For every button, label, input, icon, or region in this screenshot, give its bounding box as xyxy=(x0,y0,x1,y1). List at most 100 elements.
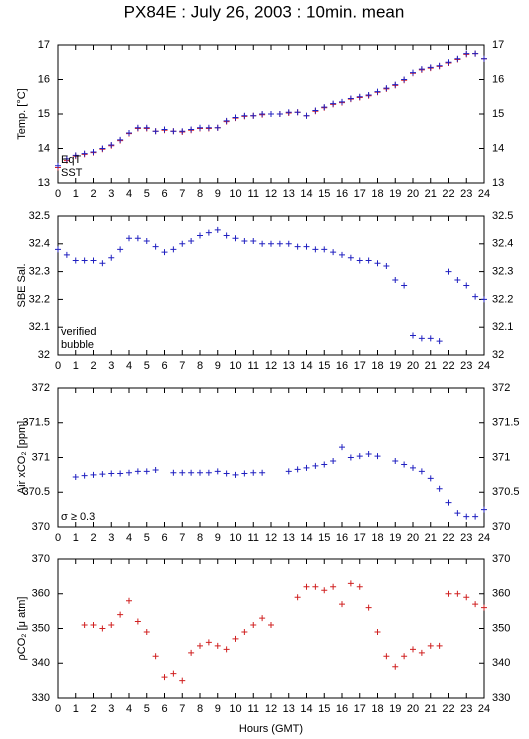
data-point xyxy=(90,471,97,478)
y-tick-label: 360 xyxy=(492,588,510,600)
data-point xyxy=(445,499,452,506)
data-point xyxy=(126,235,132,242)
data-point xyxy=(383,263,390,270)
y-tick-label: 32 xyxy=(492,349,504,361)
data-point xyxy=(161,249,168,256)
data-point xyxy=(179,128,186,135)
x-tick-label: 2 xyxy=(90,188,96,200)
x-tick-label: 0 xyxy=(55,360,61,372)
data-point xyxy=(152,467,159,474)
x-tick-label: 18 xyxy=(371,703,383,715)
x-tick-label: 24 xyxy=(478,188,490,200)
data-point xyxy=(108,254,115,261)
x-tick-label: 24 xyxy=(478,360,490,372)
y-tick-label: 370 xyxy=(32,521,50,533)
data-point xyxy=(63,251,70,258)
data-point xyxy=(188,238,195,245)
x-tick-label: 14 xyxy=(300,360,312,372)
x-tick-label: 10 xyxy=(229,188,241,200)
x-tick-label: 21 xyxy=(425,703,437,715)
y-tick-label: 32.2 xyxy=(492,293,513,305)
data-point xyxy=(303,464,310,471)
data-point xyxy=(365,451,372,458)
x-tick-label: 23 xyxy=(460,360,472,372)
x-tick-label: 15 xyxy=(318,188,330,200)
data-point xyxy=(339,601,345,608)
data-point xyxy=(347,95,354,102)
data-point xyxy=(418,66,425,73)
data-point xyxy=(72,152,79,159)
x-tick-label: 9 xyxy=(215,703,221,715)
x-tick-label: 17 xyxy=(354,532,366,544)
x-tick-label: 5 xyxy=(144,703,150,715)
data-point xyxy=(472,50,479,57)
data-point xyxy=(330,100,337,107)
data-point xyxy=(55,162,61,169)
y-tick-label: 372 xyxy=(492,382,510,394)
x-tick-label: 12 xyxy=(265,703,277,715)
data-point xyxy=(410,464,416,471)
data-point xyxy=(197,232,203,239)
data-point xyxy=(321,587,328,594)
data-point xyxy=(312,462,319,469)
y-tick-label: 371.5 xyxy=(492,417,520,429)
x-tick-label: 22 xyxy=(442,532,454,544)
data-point xyxy=(436,338,443,345)
x-tick-label: 23 xyxy=(460,532,472,544)
y-tick-label: 13 xyxy=(38,177,50,189)
data-point xyxy=(285,468,292,475)
x-tick-label: 24 xyxy=(478,532,490,544)
data-point xyxy=(241,238,248,245)
data-point xyxy=(347,454,354,461)
data-point xyxy=(418,335,425,342)
data-point xyxy=(330,457,337,464)
x-tick-label: 7 xyxy=(179,703,185,715)
data-point xyxy=(347,254,354,261)
data-point xyxy=(294,466,301,473)
data-point xyxy=(250,112,257,119)
x-tick-label: 2 xyxy=(90,532,96,544)
x-tick-label: 11 xyxy=(248,532,259,544)
x-tick-label: 21 xyxy=(425,532,437,544)
data-point xyxy=(436,62,443,69)
y-tick-label: 32.2 xyxy=(29,293,50,305)
data-point xyxy=(285,240,292,247)
y-tick-label: 16 xyxy=(492,73,504,85)
data-point xyxy=(427,335,434,342)
data-point xyxy=(276,111,283,117)
legend-entry: EqT xyxy=(61,154,81,166)
data-point xyxy=(214,468,221,475)
data-point xyxy=(339,98,345,105)
x-tick-label: 1 xyxy=(73,360,79,372)
x-tick-label: 22 xyxy=(442,703,454,715)
data-point xyxy=(232,114,239,121)
data-point xyxy=(365,257,372,264)
y-tick-label: 360 xyxy=(32,588,50,600)
data-point xyxy=(356,257,363,264)
x-tick-label: 20 xyxy=(407,188,419,200)
data-point xyxy=(117,470,124,477)
x-tick-label: 6 xyxy=(161,188,167,200)
y-axis-label: Air xCO₂ [ppm] xyxy=(16,421,28,494)
x-tick-label: 16 xyxy=(336,703,348,715)
data-point xyxy=(99,625,106,632)
data-point xyxy=(99,471,106,478)
data-point xyxy=(374,260,381,267)
data-point xyxy=(179,240,186,247)
x-tick-label: 22 xyxy=(442,188,454,200)
data-point xyxy=(197,124,203,131)
data-point xyxy=(90,148,97,155)
data-point xyxy=(152,243,159,250)
x-tick-label: 4 xyxy=(126,360,132,372)
data-point xyxy=(445,59,452,66)
data-point xyxy=(392,663,399,670)
data-point xyxy=(374,453,381,460)
x-tick-label: 23 xyxy=(460,703,472,715)
x-tick-label: 12 xyxy=(265,532,277,544)
x-tick-label: 3 xyxy=(108,532,114,544)
y-tick-label: 330 xyxy=(32,692,50,704)
data-point xyxy=(214,124,221,131)
x-tick-label: 12 xyxy=(265,360,277,372)
data-point xyxy=(285,109,292,116)
